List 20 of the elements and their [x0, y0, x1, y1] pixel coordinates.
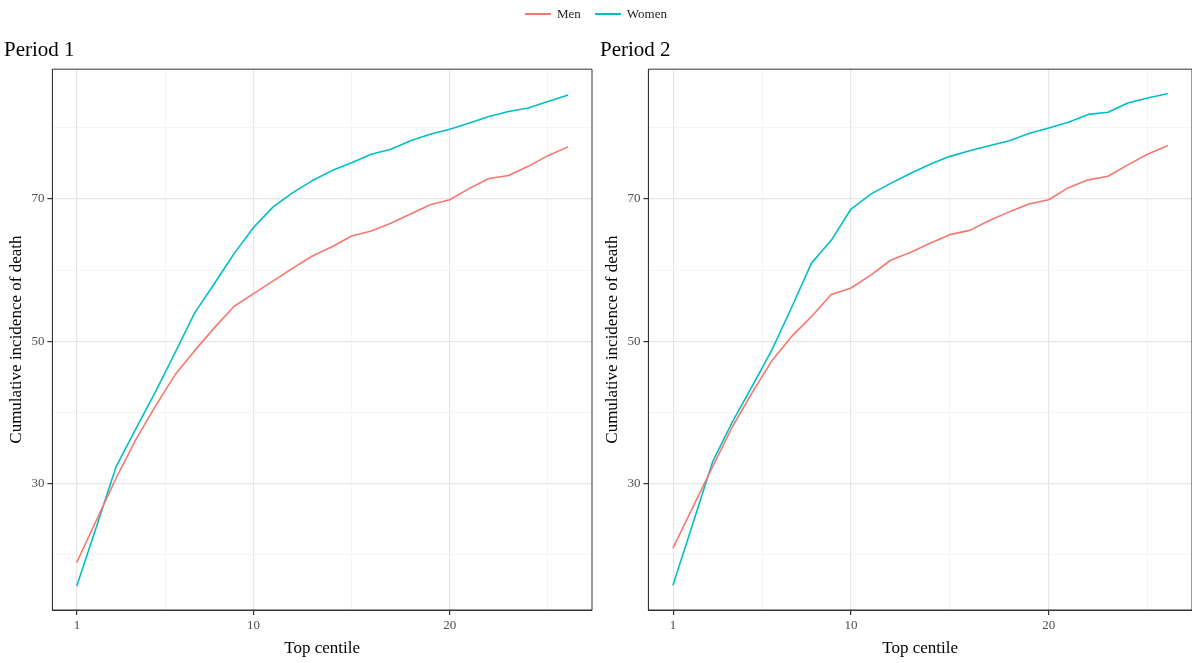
- x-axis-title: Top centile: [284, 638, 361, 658]
- x-axis-title: Top centile: [882, 638, 959, 658]
- y-tick-label: 30: [627, 475, 641, 491]
- y-tick-label: 70: [627, 190, 641, 206]
- x-tick-label: 10: [247, 617, 261, 633]
- chart-title: Period 2: [600, 37, 671, 62]
- y-tick-label: 30: [31, 475, 45, 491]
- x-tick-label: 20: [443, 617, 457, 633]
- legend-label: Men: [557, 6, 581, 22]
- x-tick-label: 20: [1042, 617, 1056, 633]
- chart-title: Period 1: [4, 37, 75, 62]
- y-tick-label: 50: [31, 332, 45, 348]
- legend-label: Women: [626, 6, 667, 22]
- y-axis-title: Cumulative incidence of death: [601, 235, 621, 444]
- x-tick-label: 1: [73, 617, 81, 633]
- x-tick-label: 10: [844, 617, 858, 633]
- y-tick-label: 50: [627, 332, 641, 348]
- y-axis-title: Cumulative incidence of death: [5, 235, 25, 444]
- y-tick-label: 70: [31, 190, 45, 206]
- x-tick-label: 1: [669, 617, 677, 633]
